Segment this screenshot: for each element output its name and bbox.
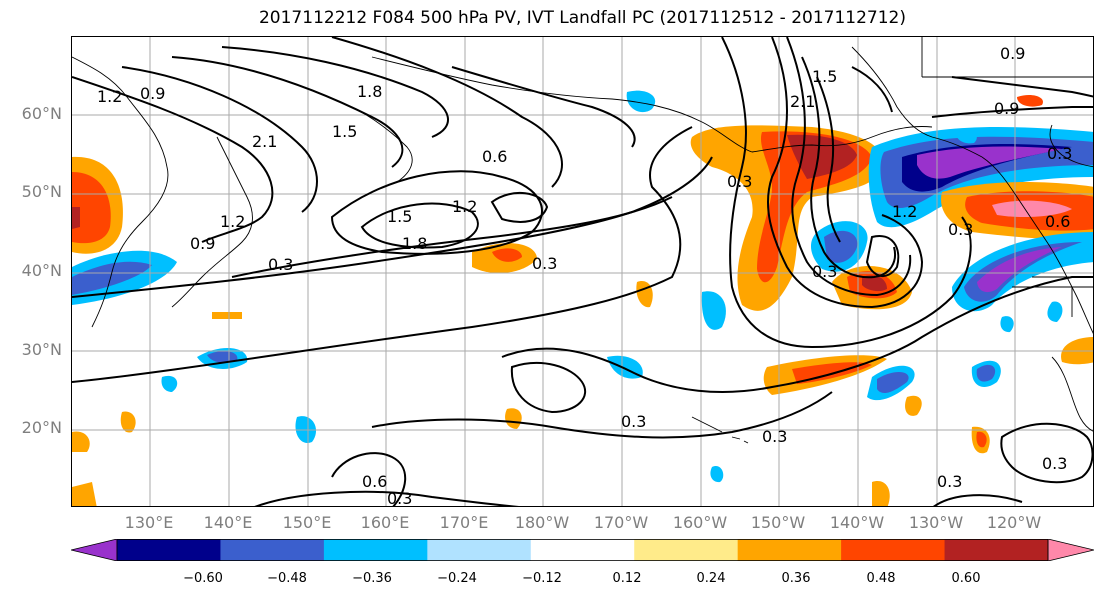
- colorbar: [71, 539, 1094, 561]
- contour-label: 0.3: [1042, 454, 1067, 473]
- colorbar-tick-label: 0.60: [951, 571, 981, 586]
- colorbar-tick-label: 0.36: [781, 571, 811, 586]
- colorbar-outline: [116, 539, 1049, 561]
- longitude-label: 130°E: [124, 513, 174, 532]
- contour-label: 0.3: [762, 427, 787, 446]
- longitude-label: 170°W: [593, 513, 649, 532]
- colorbar-tick-label: −0.24: [437, 571, 477, 586]
- colorbar-segment: [427, 539, 532, 561]
- latitude-label: 60°N: [21, 104, 62, 123]
- map-title: 2017112212 F084 500 hPa PV, IVT Landfall…: [258, 8, 906, 28]
- contour-label: 1.8: [357, 82, 382, 101]
- contour-label: 0.3: [937, 472, 962, 491]
- contour-label: 1.5: [332, 122, 357, 141]
- contour-label: 1.8: [402, 234, 427, 253]
- colorbar-segment: [220, 539, 325, 561]
- longitude-label: 150°E: [282, 513, 332, 532]
- latitude-label: 50°N: [21, 182, 62, 201]
- colorbar-tick-label: −0.36: [352, 571, 392, 586]
- contour-label: 0.9: [140, 84, 165, 103]
- contour-label: 2.1: [790, 92, 815, 111]
- colorbar-tick-label: 0.24: [696, 571, 726, 586]
- colorbar-segments: [71, 539, 1094, 561]
- contour-label: 0.9: [190, 234, 215, 253]
- colorbar-tick-label: −0.60: [183, 571, 223, 586]
- colorbar-tick-label: −0.48: [267, 571, 307, 586]
- longitude-label: 180°W: [514, 513, 570, 532]
- contour-label: 1.2: [97, 87, 122, 106]
- longitude-label: 150°W: [750, 513, 806, 532]
- colorbar-segment: [117, 539, 221, 561]
- longitude-label: 160°E: [360, 513, 410, 532]
- contour-label: 0.3: [948, 220, 973, 239]
- contour-label: 0.6: [362, 472, 387, 491]
- colorbar-extend-right: [1047, 539, 1094, 561]
- gridlines: [72, 37, 1093, 506]
- longitude-label: 160°W: [672, 513, 728, 532]
- longitude-label: 120°W: [986, 513, 1042, 532]
- contour-label: 1.5: [812, 67, 837, 86]
- contour-label: 1.2: [892, 202, 917, 221]
- contour-label: 2.1: [252, 132, 277, 151]
- latitude-label: 40°N: [21, 261, 62, 280]
- colorbar-segment: [944, 539, 1049, 561]
- pv-contours: [72, 37, 1093, 506]
- colorbar-tick-label: 0.12: [612, 571, 642, 586]
- colorbar-segment: [530, 539, 635, 561]
- colorbar-segment: [737, 539, 842, 561]
- longitude-label: 170°E: [439, 513, 489, 532]
- contour-label: 0.6: [482, 147, 507, 166]
- contour-label: 0.9: [1000, 44, 1025, 63]
- map-panel[interactable]: 1.2 0.9 2.1 1.5 1.8 0.6 1.5 1.2 1.8 0.9 …: [71, 36, 1094, 507]
- contour-label: 0.3: [621, 412, 646, 431]
- contour-label: 0.3: [387, 489, 412, 507]
- contour-label: 0.3: [812, 262, 837, 281]
- map-canvas: 1.2 0.9 2.1 1.5 1.8 0.6 1.5 1.2 1.8 0.9 …: [72, 37, 1093, 507]
- contour-label: 1.2: [220, 212, 245, 231]
- contour-label: 0.6: [1045, 212, 1070, 231]
- latitude-label: 30°N: [21, 340, 62, 359]
- colorbar-segment: [841, 539, 946, 561]
- colorbar-tick-label: 0.48: [866, 571, 896, 586]
- colorbar-tick-label: −0.12: [522, 571, 562, 586]
- colorbar-extend-left: [71, 539, 118, 561]
- colorbar-segment: [323, 539, 428, 561]
- contour-label: 0.3: [727, 172, 752, 191]
- contour-label: 0.3: [268, 255, 293, 274]
- contour-label: 0.9: [994, 99, 1019, 118]
- contour-label: 0.3: [532, 254, 557, 273]
- longitude-label: 130°W: [908, 513, 964, 532]
- colorbar-segment: [634, 539, 739, 561]
- longitude-label: 140°W: [829, 513, 885, 532]
- longitude-label: 140°E: [203, 513, 253, 532]
- contour-label-layer: 1.2 0.9 2.1 1.5 1.8 0.6 1.5 1.2 1.8 0.9 …: [97, 44, 1072, 507]
- contour-label: 0.3: [1047, 144, 1072, 163]
- contour-label: 1.2: [452, 197, 477, 216]
- latitude-label: 20°N: [21, 418, 62, 437]
- contour-label: 1.5: [387, 207, 412, 226]
